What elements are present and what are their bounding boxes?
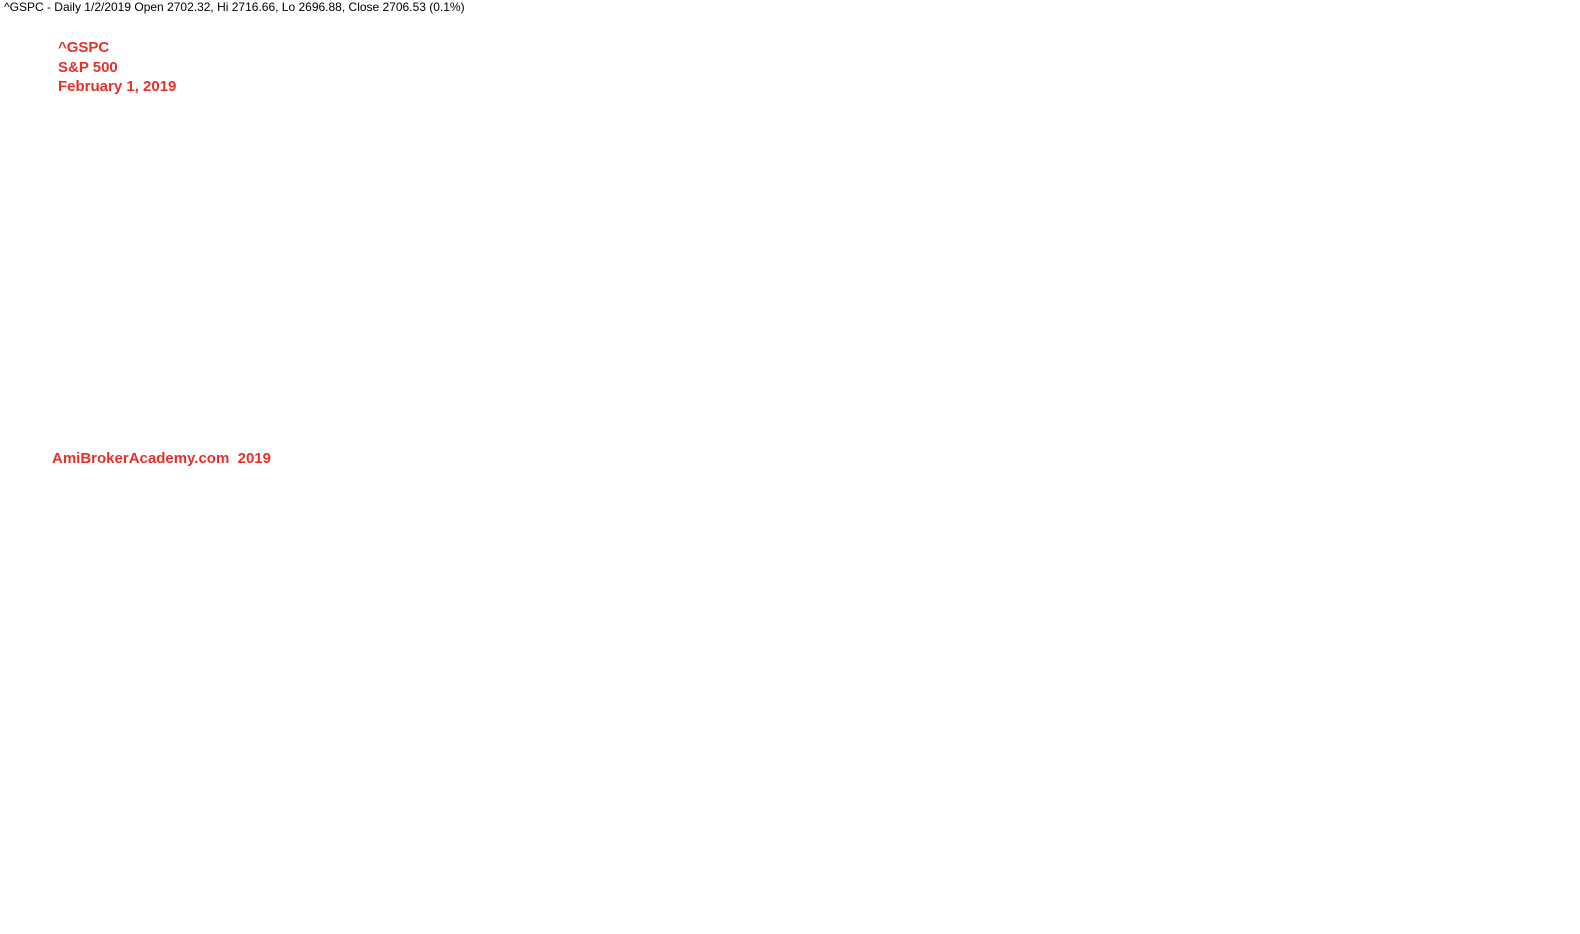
annotation: ^GSPC bbox=[58, 39, 109, 56]
annotation: S&P 500 bbox=[58, 59, 118, 76]
header: ^GSPC - Daily 1/2/2019 Open 2702.32, Hi … bbox=[4, 0, 465, 14]
annotation: February 1, 2019 bbox=[58, 78, 176, 95]
annotation: AmiBrokerAcademy.com 2019 bbox=[52, 450, 271, 467]
